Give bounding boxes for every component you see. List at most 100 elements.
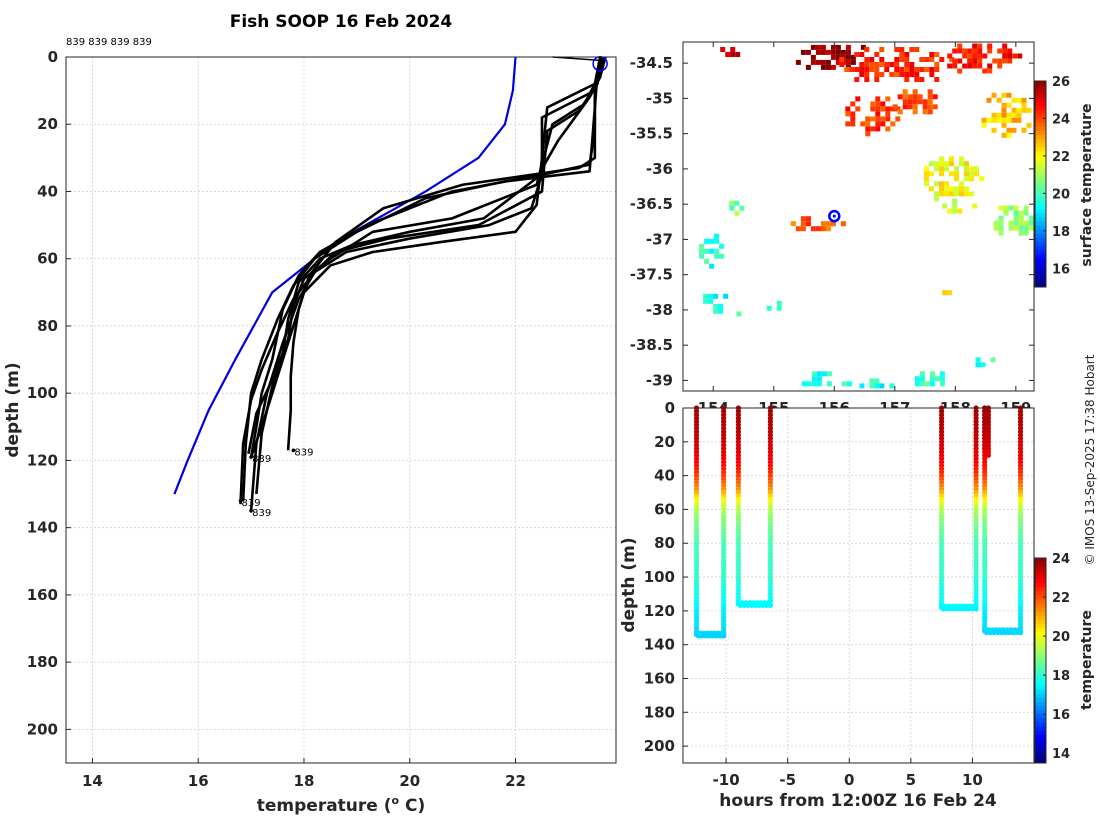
sst-cell [947,53,953,59]
temperature-colorbar-segment [1035,607,1046,612]
sst-cell [865,116,871,122]
profile-y-tick-label: 140 [27,519,58,537]
sst-cell [981,117,987,123]
sst-cell [939,371,945,377]
sst-cell [1008,220,1014,226]
sst-cell [964,191,969,197]
profile-end-label: 839 [242,498,261,509]
sst-cell [826,381,832,387]
sst-cell [874,383,880,389]
depth-time-y-tick-label: 80 [654,534,675,552]
sst-cell [704,248,710,254]
sst-cell [869,378,875,384]
sst-cell [719,253,725,259]
sst-cell [939,186,944,192]
sst-cell [957,43,963,49]
sst-cell [816,371,822,377]
sst-cell [912,109,918,115]
sst-cell [919,371,925,377]
depth-time-y-tick-label: 200 [644,737,675,755]
temperature-colorbar-segment [1035,668,1046,674]
temperature-colorbar-segment [1035,758,1046,764]
sst-cell [835,59,841,65]
temperature-colorbar-segment [1035,730,1046,735]
sst-cell [997,58,1003,64]
profile-grid [66,56,616,763]
sst-cell [1016,117,1022,123]
sst-cell [902,104,908,110]
sst-cell [874,77,880,82]
sst-colorbar-segment [1035,200,1046,205]
sst-cell [986,97,992,103]
sst-cell [939,381,945,387]
sst-cell [934,376,940,382]
sst-cell [845,111,851,117]
temperature-colorbar-segment [1035,726,1046,731]
sst-cell [981,122,987,128]
sst-cell [845,121,851,127]
temperature-colorbar-segment [1035,685,1046,690]
sst-colorbar-segment [1035,204,1046,210]
sst-y-tick-label: -38 [646,301,673,319]
profile-end-dot [249,509,253,513]
profile-tick-labels: 14 16 18 20 22 0 20 40 60 80 100 120 140 160 180 200 [27,48,526,790]
sst-cell [885,116,891,122]
temperature-colorbar-border [1034,557,1047,764]
sst-cell [889,62,895,67]
temperature-colorbar-segment [1035,722,1046,727]
sst-cell [947,290,953,296]
credit-text: © IMOS 13-Sep-2025 17:38 Hobart [1083,354,1097,565]
sst-cell [998,230,1004,236]
temperature-colorbar-label: temperature [1079,610,1095,710]
sst-colorbar-segment [1035,208,1046,214]
sst-cell [993,220,999,226]
sst-cell [969,166,974,172]
sst-cell [904,77,910,82]
sst-cell [845,54,851,60]
sst-cell [1016,112,1022,118]
sst-cell [1013,220,1019,226]
temperature-colorbar-segment [1035,578,1046,583]
sst-colorbar-segment [1035,196,1046,201]
sst-cell [766,305,772,311]
sst-cell [912,104,918,110]
sst-cell [929,381,935,387]
sst-cell [810,44,816,50]
sst-colorbar-segment [1035,142,1046,148]
sst-cell [714,253,720,259]
sst-cell [835,54,841,60]
sst-cell [859,383,865,389]
sst-cell [845,44,851,50]
depth-time-point [767,602,774,609]
sst-cell [875,126,881,132]
sst-cell [922,104,928,110]
sst-cell [714,238,720,244]
sst-cell [714,233,720,239]
temperature-colorbar-segment [1035,717,1046,723]
sst-cell [993,225,999,231]
sst-cell [1008,205,1014,211]
sst-cell [875,111,881,117]
sst-colorbar-segment [1035,163,1046,168]
temperature-colorbar-segment [1035,594,1046,600]
temperature-colorbar-segment [1035,709,1046,715]
sst-cell [734,200,740,206]
temperature-colorbar-segment [1035,648,1046,653]
sst-cell [1002,48,1008,54]
sst-colorbar-label: surface temperature [1079,103,1095,266]
temperature-colorbar-segment [1035,599,1046,604]
sst-cell [708,298,714,304]
sst-cell [1028,220,1034,226]
sst-cell [924,181,929,187]
sst-cell [825,49,831,55]
sst-cell [897,109,903,115]
temperature-colorbar-segment [1035,644,1046,649]
sst-cell [820,221,826,227]
temperature-colorbar-segment [1035,603,1046,608]
sst-cell [924,171,929,177]
sst-cell [704,238,710,244]
sst-cell [979,176,984,182]
temperature-colorbar-segment [1035,627,1046,633]
sst-cell [952,58,958,64]
